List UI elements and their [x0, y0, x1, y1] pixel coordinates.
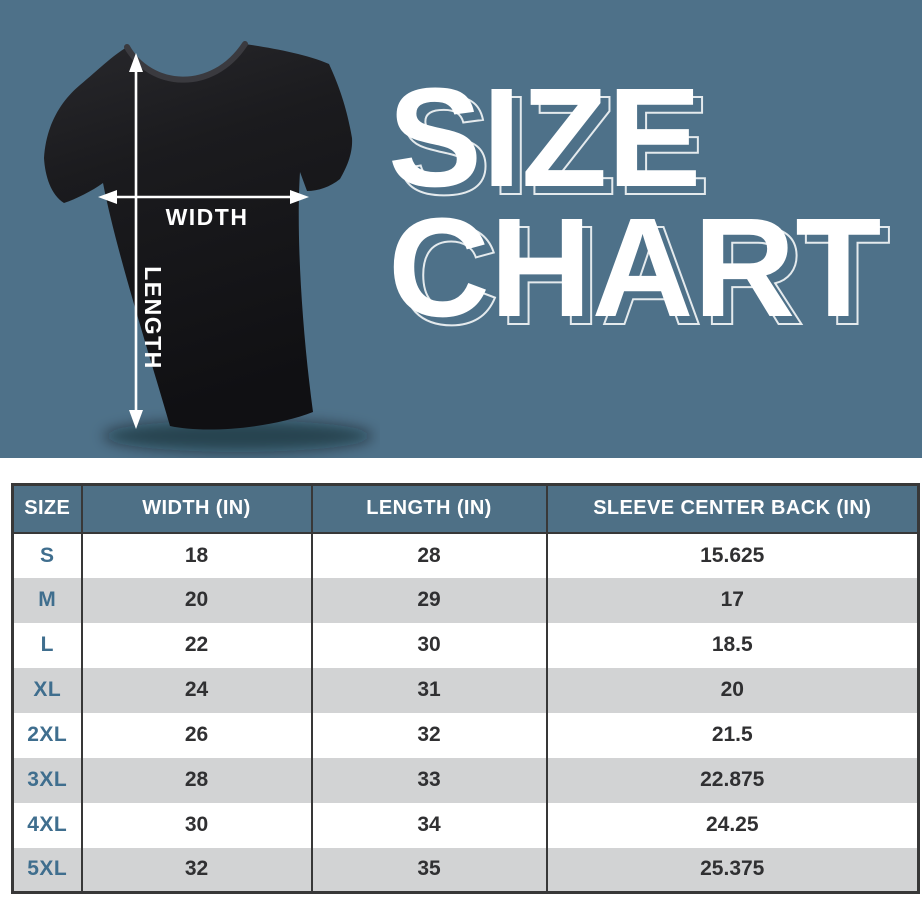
sleeve-cell: 21.5 — [545, 712, 920, 758]
header-size: SIZE — [11, 483, 83, 534]
size-cell: S — [11, 532, 83, 578]
sleeve-cell: 18.5 — [545, 622, 920, 668]
tshirt-graphic: WIDTH LENGTH — [44, 41, 373, 452]
size-cell: 2XL — [11, 712, 83, 758]
shirt-shadow — [103, 420, 373, 452]
table-row: 3XL 28 33 22.875 — [11, 757, 920, 803]
length-arrow — [129, 53, 143, 429]
length-cell: 32 — [310, 712, 548, 758]
width-cell: 22 — [80, 622, 313, 668]
size-chart-title: SIZE CHART — [388, 67, 891, 341]
table-row: S 18 28 15.625 — [11, 532, 920, 578]
title-line-size: SIZE — [388, 67, 881, 211]
length-cell: 29 — [310, 577, 548, 623]
width-cell: 30 — [80, 802, 313, 848]
size-table-section: SIZE WIDTH (IN) LENGTH (IN) SLEEVE CENTE… — [0, 458, 922, 894]
width-cell: 24 — [80, 667, 313, 713]
table-row: L 22 30 18.5 — [11, 622, 920, 668]
width-cell: 18 — [80, 532, 313, 578]
length-cell: 34 — [310, 802, 548, 848]
table-row: 5XL 32 35 25.375 — [11, 847, 920, 893]
table-header-row: SIZE WIDTH (IN) LENGTH (IN) SLEEVE CENTE… — [11, 483, 920, 534]
width-cell: 20 — [80, 577, 313, 623]
size-cell: 5XL — [11, 847, 83, 893]
table-row: M 20 29 17 — [11, 577, 920, 623]
sleeve-cell: 20 — [545, 667, 920, 713]
length-cell: 31 — [310, 667, 548, 713]
table-row: XL 24 31 20 — [11, 667, 920, 713]
width-arrow — [98, 190, 309, 204]
header-length: LENGTH (IN) — [310, 483, 548, 534]
header-sleeve: SLEEVE CENTER BACK (IN) — [545, 483, 920, 534]
width-cell: 26 — [80, 712, 313, 758]
length-cell: 28 — [310, 532, 548, 578]
size-cell: M — [11, 577, 83, 623]
sleeve-cell: 24.25 — [545, 802, 920, 848]
width-label: WIDTH — [166, 204, 249, 230]
width-cell: 28 — [80, 757, 313, 803]
length-cell: 35 — [310, 847, 548, 893]
hero-banner: WIDTH LENGTH SIZE CHART — [0, 0, 922, 458]
length-label: LENGTH — [140, 266, 166, 370]
length-cell: 30 — [310, 622, 548, 668]
table-row: 2XL 26 32 21.5 — [11, 712, 920, 758]
size-cell: XL — [11, 667, 83, 713]
sleeve-cell: 25.375 — [545, 847, 920, 893]
table-row: 4XL 30 34 24.25 — [11, 802, 920, 848]
size-cell: L — [11, 622, 83, 668]
tshirt-silhouette — [44, 44, 353, 430]
sleeve-cell: 22.875 — [545, 757, 920, 803]
length-cell: 33 — [310, 757, 548, 803]
title-line-chart: CHART — [388, 197, 891, 341]
sleeve-cell: 17 — [545, 577, 920, 623]
header-width: WIDTH (IN) — [80, 483, 313, 534]
size-cell: 3XL — [11, 757, 83, 803]
size-table: SIZE WIDTH (IN) LENGTH (IN) SLEEVE CENTE… — [11, 483, 920, 894]
size-cell: 4XL — [11, 802, 83, 848]
width-cell: 32 — [80, 847, 313, 893]
sleeve-cell: 15.625 — [545, 532, 920, 578]
